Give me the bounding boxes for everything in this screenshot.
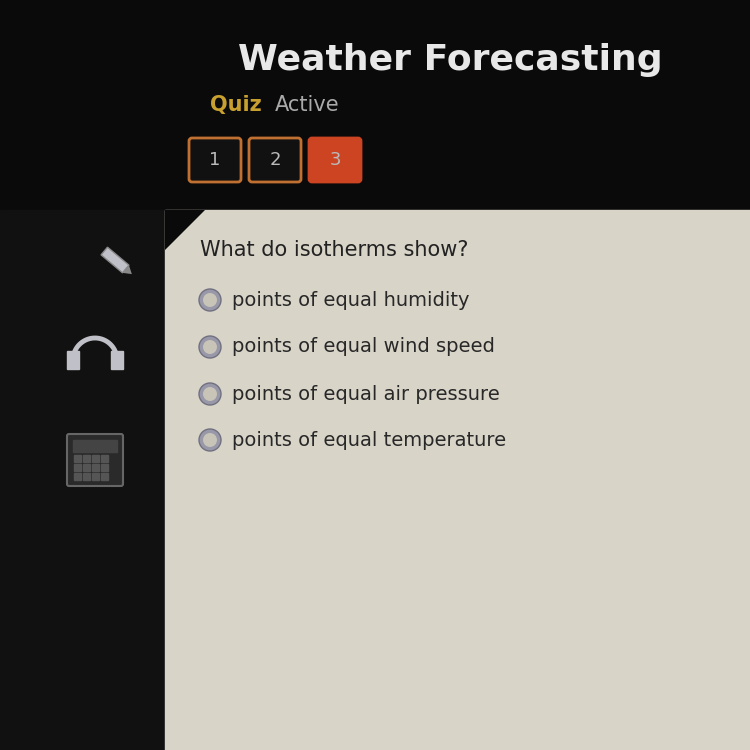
Bar bbox=[92, 473, 99, 480]
Bar bbox=[74, 473, 81, 480]
Polygon shape bbox=[101, 248, 129, 273]
Circle shape bbox=[199, 336, 221, 358]
Bar bbox=[101, 455, 108, 462]
Bar bbox=[83, 464, 90, 471]
Bar bbox=[74, 455, 81, 462]
FancyBboxPatch shape bbox=[249, 138, 301, 182]
Circle shape bbox=[203, 293, 217, 307]
Bar bbox=[101, 473, 108, 480]
Bar bbox=[101, 464, 108, 471]
Text: Quiz: Quiz bbox=[210, 95, 262, 115]
Circle shape bbox=[203, 433, 217, 447]
Text: Active: Active bbox=[275, 95, 340, 115]
Text: points of equal temperature: points of equal temperature bbox=[232, 430, 506, 449]
FancyBboxPatch shape bbox=[309, 138, 361, 182]
Text: points of equal air pressure: points of equal air pressure bbox=[232, 385, 500, 404]
Circle shape bbox=[203, 340, 217, 354]
Bar bbox=[83, 455, 90, 462]
Text: points of equal humidity: points of equal humidity bbox=[232, 290, 470, 310]
Text: Weather Forecasting: Weather Forecasting bbox=[238, 43, 662, 77]
Circle shape bbox=[199, 383, 221, 405]
Text: points of equal wind speed: points of equal wind speed bbox=[232, 338, 495, 356]
Circle shape bbox=[203, 387, 217, 401]
Text: 1: 1 bbox=[209, 151, 220, 169]
FancyBboxPatch shape bbox=[189, 138, 241, 182]
Bar bbox=[165, 210, 750, 750]
Text: What do isotherms show?: What do isotherms show? bbox=[200, 240, 469, 260]
Bar bbox=[92, 464, 99, 471]
Text: 3: 3 bbox=[329, 151, 340, 169]
Circle shape bbox=[199, 429, 221, 451]
Bar bbox=[0, 210, 165, 750]
Polygon shape bbox=[165, 210, 205, 250]
Bar bbox=[73, 440, 117, 452]
Bar bbox=[67, 351, 79, 369]
Bar bbox=[74, 464, 81, 471]
Text: 2: 2 bbox=[269, 151, 280, 169]
Bar bbox=[92, 455, 99, 462]
FancyBboxPatch shape bbox=[67, 434, 123, 486]
Bar bbox=[83, 473, 90, 480]
Polygon shape bbox=[122, 266, 132, 274]
Bar bbox=[111, 351, 123, 369]
Circle shape bbox=[199, 289, 221, 311]
